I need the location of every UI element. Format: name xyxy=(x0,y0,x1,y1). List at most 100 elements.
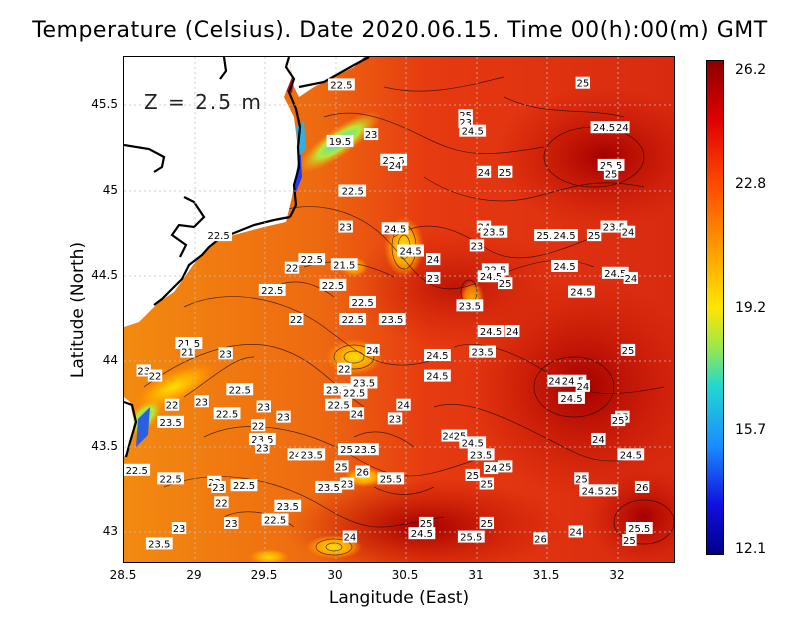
svg-text:24: 24 xyxy=(351,409,364,420)
y-tick-label: 44 xyxy=(102,353,118,367)
x-tick-label: 30.5 xyxy=(391,568,419,582)
contour-label: 25 xyxy=(574,472,589,485)
svg-text:24: 24 xyxy=(624,274,637,285)
contour-label: 24.5 xyxy=(617,448,645,461)
svg-text:24.5: 24.5 xyxy=(426,372,448,383)
contour-label: 24.5 xyxy=(459,124,487,138)
svg-text:22.5: 22.5 xyxy=(207,231,229,242)
svg-text:24.5: 24.5 xyxy=(411,529,433,540)
contour-label: 26 xyxy=(533,532,548,545)
colorbar-label: 12.1 xyxy=(735,541,767,557)
depth-label: Z = 2.5 m xyxy=(144,90,263,114)
svg-text:24.5: 24.5 xyxy=(462,438,484,449)
contour-label: 22.5 xyxy=(340,386,368,400)
contour-label: 25 xyxy=(418,516,434,530)
contour-label: 23 xyxy=(218,347,233,360)
land-southwest-coast xyxy=(124,397,134,457)
contour-label: 24.5 xyxy=(477,325,505,338)
contour-label: 24.5 xyxy=(424,349,451,362)
svg-text:22.5: 22.5 xyxy=(327,401,349,412)
svg-text:23: 23 xyxy=(219,349,232,360)
svg-text:24: 24 xyxy=(622,228,635,239)
svg-text:25: 25 xyxy=(480,519,493,530)
svg-text:24: 24 xyxy=(569,527,582,538)
y-axis-label: Latitude (North) xyxy=(68,241,88,379)
contour-label: 25 xyxy=(575,76,591,90)
x-tick-label: 29 xyxy=(186,568,202,582)
contour-label: 25 xyxy=(334,460,349,473)
contour-label: 24 xyxy=(620,225,636,239)
map-plot-area[interactable]: 22.525252324.524.5242319.523.52425.52524… xyxy=(123,56,675,563)
svg-text:23: 23 xyxy=(365,130,378,141)
contour-label: 22.5 xyxy=(319,278,347,292)
contour-label: 24 xyxy=(547,374,562,388)
svg-text:23.5: 23.5 xyxy=(471,348,493,359)
svg-text:24.5: 24.5 xyxy=(462,127,484,138)
contour-label: 23 xyxy=(255,441,270,455)
svg-text:22.5: 22.5 xyxy=(264,515,286,526)
svg-text:19.5: 19.5 xyxy=(329,137,351,148)
svg-text:22: 22 xyxy=(166,401,179,412)
svg-text:22.5: 22.5 xyxy=(322,281,344,292)
y-tick-label: 43.5 xyxy=(91,439,118,453)
land-areas xyxy=(124,57,364,457)
contour-label: 24 xyxy=(396,398,411,412)
svg-text:24: 24 xyxy=(366,346,379,357)
chart-title: Temperature (Celsius). Date 2020.06.15. … xyxy=(32,18,768,43)
svg-text:22: 22 xyxy=(338,365,351,376)
svg-text:24: 24 xyxy=(442,432,455,443)
contour-label: 23 xyxy=(458,116,473,129)
x-tick-label: 31 xyxy=(468,568,484,582)
contour-label: 24.5 xyxy=(590,121,618,134)
contour-label: 24 xyxy=(615,121,630,134)
x-tick-label: 29.5 xyxy=(250,568,278,582)
svg-text:23.5: 23.5 xyxy=(603,223,625,234)
contour-label: 23.5 xyxy=(298,448,326,461)
contour-label: 24.5 xyxy=(424,369,451,383)
contour-label: 23.5 xyxy=(315,480,343,494)
svg-text:24: 24 xyxy=(616,123,629,134)
svg-text:23.5: 23.5 xyxy=(381,315,403,326)
svg-text:25: 25 xyxy=(576,79,589,90)
contour-label: 24.5 xyxy=(558,391,585,405)
svg-text:25: 25 xyxy=(612,416,625,427)
colorbar-label: 15.7 xyxy=(735,422,767,438)
contour-label: 24.5 xyxy=(551,229,578,242)
contour-label: 22 xyxy=(214,496,229,509)
svg-text:22.5: 22.5 xyxy=(261,286,283,297)
svg-text:24.5: 24.5 xyxy=(384,224,406,235)
land-northwest xyxy=(124,57,299,327)
y-tick-label: 45 xyxy=(102,183,118,197)
svg-text:22: 22 xyxy=(215,498,228,509)
svg-text:25: 25 xyxy=(499,279,512,290)
contour-label: 23 xyxy=(224,516,239,530)
svg-text:22.5: 22.5 xyxy=(342,315,364,326)
contour-label: 25 xyxy=(610,414,626,427)
contour-label: 25.5 xyxy=(377,472,405,485)
svg-text:23.5: 23.5 xyxy=(251,435,273,446)
svg-text:23: 23 xyxy=(225,519,238,530)
temperature-field-map[interactable]: 22.525252324.524.5242319.523.52425.52524… xyxy=(124,57,675,563)
contour-label: 23 xyxy=(338,220,353,234)
contour-label: 22.5 xyxy=(339,313,367,326)
svg-text:24: 24 xyxy=(548,377,561,388)
contour-label: 21.5 xyxy=(330,258,358,271)
contour-label: 25 xyxy=(622,534,637,547)
y-tick-label: 44.5 xyxy=(91,268,118,282)
contour-label: 23.5 xyxy=(600,220,628,234)
contour-label: 25 xyxy=(497,165,513,179)
contour-label: 23.5 xyxy=(157,415,184,429)
svg-text:23.5: 23.5 xyxy=(148,539,170,550)
svg-text:24: 24 xyxy=(576,382,589,393)
svg-text:24: 24 xyxy=(389,161,402,172)
svg-text:24.5: 24.5 xyxy=(570,288,592,299)
svg-text:23.5: 23.5 xyxy=(470,450,492,461)
svg-text:25.5: 25.5 xyxy=(460,533,482,544)
contour-label: 23.5 xyxy=(469,345,496,359)
contour-label: 24 xyxy=(342,530,358,544)
svg-text:24.5: 24.5 xyxy=(480,327,502,338)
svg-text:24.5: 24.5 xyxy=(604,269,626,280)
contour-label: 24 xyxy=(365,343,380,357)
x-axis-label: Langitude (East) xyxy=(328,588,470,608)
svg-text:23.5: 23.5 xyxy=(277,502,299,513)
